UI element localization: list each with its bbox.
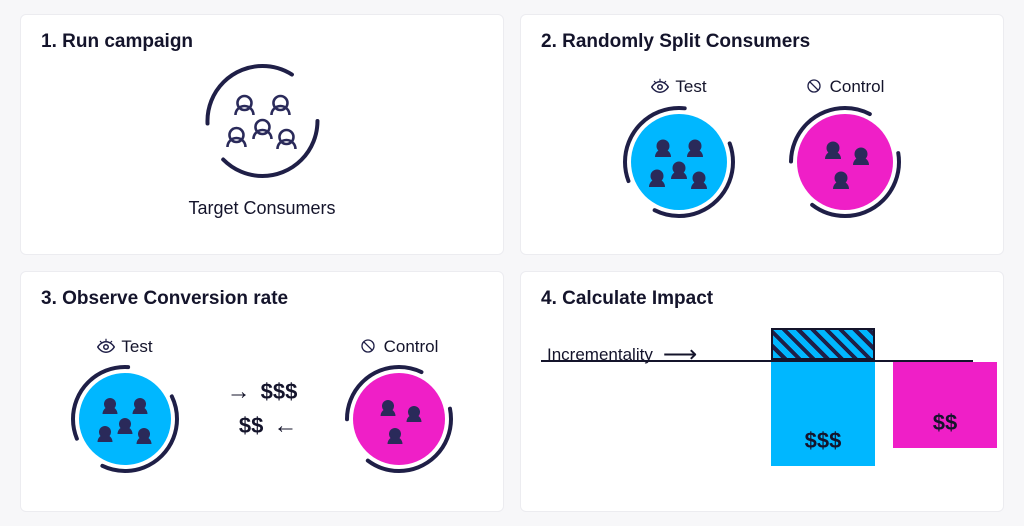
test-group: Test: [620, 77, 738, 226]
bar-control-label: $$: [893, 410, 997, 436]
ban-icon: [806, 78, 824, 96]
card-run-campaign: 1. Run campaign: [20, 14, 504, 255]
test-circle-icon: [69, 363, 181, 475]
card-title: 4. Calculate Impact: [541, 288, 983, 310]
test-circle-icon: [620, 103, 738, 221]
test-label: Test: [675, 77, 706, 97]
bar-control-body: $$: [893, 362, 997, 448]
target-consumers-icon: [194, 63, 330, 189]
control-circle-icon: [786, 103, 904, 221]
control-group: Control: [786, 77, 904, 226]
bar-test-label: $$$: [771, 428, 875, 454]
eye-icon: [97, 338, 115, 356]
target-consumers-label: Target Consumers: [188, 198, 335, 219]
arrow-right-icon: →: [227, 378, 251, 406]
control-label: Control: [830, 77, 885, 97]
card-calculate-impact: 4. Calculate Impact Incrementality ⟶ $$$: [520, 271, 1004, 512]
incrementality-label: Incrementality ⟶: [547, 340, 697, 369]
card-observe-conversion: 3. Observe Conversion rate Test: [20, 271, 504, 512]
ban-icon: [360, 338, 378, 356]
control-group: Control: [343, 337, 455, 480]
control-circle-icon: [343, 363, 455, 475]
control-label: Control: [384, 337, 439, 357]
test-label: Test: [121, 337, 152, 357]
eye-icon: [651, 78, 669, 96]
step-grid: 1. Run campaign: [20, 14, 1004, 512]
control-dollars: $$: [239, 413, 263, 439]
arrow-right-icon: ⟶: [663, 340, 697, 369]
test-dollars: $$$: [261, 379, 298, 405]
card-split-consumers: 2. Randomly Split Consumers Test: [520, 14, 1004, 255]
bar-test-incrementality: [771, 328, 875, 360]
test-group: Test: [69, 337, 181, 480]
arrow-left-icon: ←: [273, 412, 297, 440]
card-title: 2. Randomly Split Consumers: [541, 31, 983, 53]
card-title: 1. Run campaign: [41, 31, 483, 53]
card-title: 3. Observe Conversion rate: [41, 288, 483, 310]
bar-test-body: $$$: [771, 362, 875, 466]
